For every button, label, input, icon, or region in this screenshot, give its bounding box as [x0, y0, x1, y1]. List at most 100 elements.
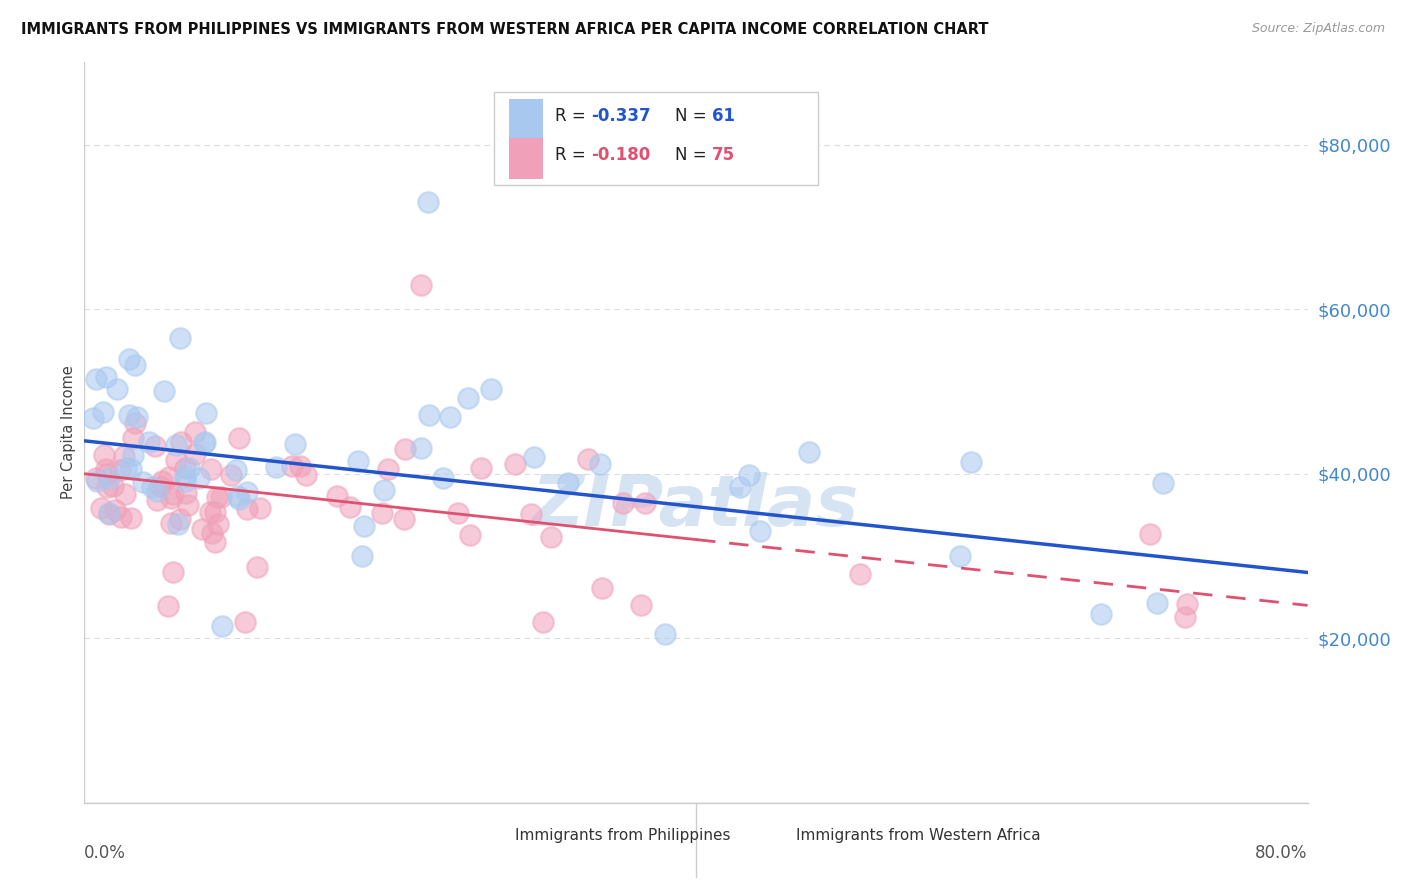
Point — [353, 519, 375, 533]
Point — [96, 467, 118, 482]
Point — [174, 460, 197, 475]
Point — [591, 581, 613, 595]
Point — [169, 331, 191, 345]
Point — [377, 461, 399, 475]
Y-axis label: Per Capita Income: Per Capita Income — [60, 366, 76, 500]
Point — [98, 471, 121, 485]
Point — [193, 435, 215, 450]
Point — [173, 475, 195, 489]
Text: N =: N = — [675, 146, 711, 164]
Point — [200, 462, 222, 476]
Text: 61: 61 — [711, 108, 735, 126]
Point — [439, 410, 461, 425]
Point — [634, 496, 657, 510]
Text: ZIPatlas: ZIPatlas — [533, 472, 859, 541]
Point — [143, 439, 166, 453]
Point — [160, 516, 183, 531]
Point — [101, 479, 124, 493]
Point — [540, 530, 562, 544]
Point — [86, 474, 108, 488]
Point — [122, 448, 145, 462]
Point — [249, 501, 271, 516]
Point — [96, 480, 118, 494]
Point — [124, 416, 146, 430]
Point — [207, 516, 229, 531]
Point — [219, 467, 242, 482]
Point — [326, 489, 349, 503]
FancyBboxPatch shape — [494, 92, 818, 185]
Point — [165, 437, 187, 451]
Text: 0.0%: 0.0% — [84, 844, 127, 862]
Point — [557, 476, 579, 491]
Point — [97, 507, 120, 521]
Point — [169, 512, 191, 526]
Point — [523, 450, 546, 465]
Point — [447, 507, 470, 521]
Point — [236, 484, 259, 499]
Point — [114, 487, 136, 501]
Point — [226, 489, 249, 503]
Point — [204, 534, 226, 549]
Point — [162, 487, 184, 501]
Point — [91, 405, 114, 419]
Point — [470, 461, 492, 475]
Point — [654, 627, 676, 641]
Point — [162, 565, 184, 579]
Point — [84, 372, 107, 386]
Point — [346, 454, 368, 468]
Point — [146, 492, 169, 507]
Point — [1139, 527, 1161, 541]
Point — [120, 461, 142, 475]
Point — [183, 425, 205, 440]
Point — [630, 598, 652, 612]
Point — [174, 485, 197, 500]
Text: 80.0%: 80.0% — [1256, 844, 1308, 862]
Point — [288, 458, 311, 473]
Point — [166, 516, 188, 531]
Point — [110, 509, 132, 524]
Text: N =: N = — [675, 108, 711, 126]
Point — [132, 475, 155, 489]
Point — [82, 410, 104, 425]
Point — [236, 501, 259, 516]
Point — [141, 480, 163, 494]
Point — [284, 436, 307, 450]
Text: R =: R = — [555, 108, 592, 126]
Point — [797, 445, 820, 459]
Point — [122, 431, 145, 445]
Point — [104, 503, 127, 517]
Point — [589, 457, 612, 471]
Point — [93, 448, 115, 462]
Point — [228, 431, 250, 445]
Point — [174, 468, 197, 483]
Point — [207, 490, 229, 504]
Point — [281, 458, 304, 473]
Point — [418, 408, 440, 422]
Point — [115, 460, 138, 475]
Point — [295, 467, 318, 482]
Point — [339, 500, 361, 515]
Point — [112, 449, 135, 463]
Point — [1152, 476, 1174, 491]
Point — [183, 447, 205, 461]
Point — [120, 511, 142, 525]
Point — [749, 524, 772, 538]
Point — [124, 358, 146, 372]
Point — [90, 500, 112, 515]
Point — [105, 382, 128, 396]
Point — [156, 599, 179, 613]
Point — [457, 392, 479, 406]
Point — [138, 434, 160, 449]
Text: Source: ZipAtlas.com: Source: ZipAtlas.com — [1251, 22, 1385, 36]
Point — [170, 435, 193, 450]
Point — [187, 470, 209, 484]
Point — [612, 496, 634, 510]
Point — [350, 549, 373, 563]
Point — [458, 528, 481, 542]
Point — [179, 460, 201, 475]
Point — [191, 522, 214, 536]
FancyBboxPatch shape — [509, 99, 543, 140]
Point — [479, 382, 502, 396]
Point — [1174, 609, 1197, 624]
Text: Immigrants from Philippines: Immigrants from Philippines — [515, 828, 731, 843]
